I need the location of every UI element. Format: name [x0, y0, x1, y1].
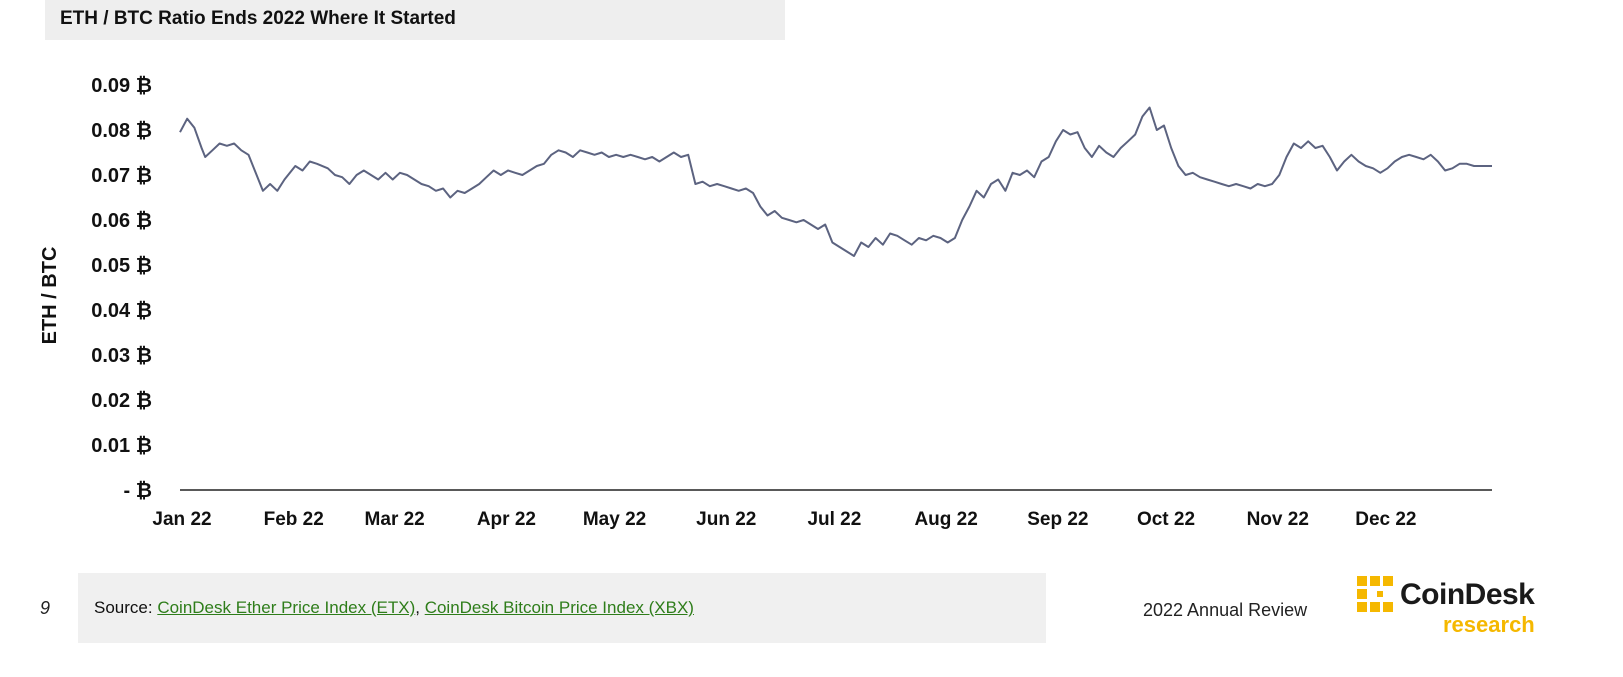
source-prefix: Source: [94, 598, 158, 617]
x-tick-label: Feb 22 [264, 509, 324, 530]
y-tick-label: 0.04 ₿ [91, 300, 152, 322]
y-tick-label: 0.09 ₿ [91, 75, 152, 97]
coindesk-logo-icon [1357, 576, 1393, 612]
source-link-xbx[interactable]: CoinDesk Bitcoin Price Index (XBX) [424, 598, 694, 617]
coindesk-logo: CoinDesk research [1355, 574, 1555, 638]
y-axis-title: ETH / BTC [39, 247, 61, 345]
chart-title: ETH / BTC Ratio Ends 2022 Where It Start… [60, 8, 456, 29]
y-tick-label: 0.06 ₿ [91, 210, 152, 232]
title-bar: ETH / BTC Ratio Ends 2022 Where It Start… [45, 0, 785, 40]
x-tick-label: Apr 22 [477, 509, 536, 530]
x-tick-label: Dec 22 [1355, 509, 1416, 530]
x-tick-label: Jul 22 [807, 509, 861, 530]
x-tick-label: Jun 22 [696, 509, 756, 530]
source-link-etx[interactable]: CoinDesk Ether Price Index (ETX) [157, 598, 416, 617]
y-tick-label: 0.07 ₿ [91, 165, 152, 187]
x-tick-label: May 22 [583, 509, 646, 530]
eth-btc-chart: ETH / BTC - ₿ 0.01 ₿ 0.02 ₿ 0.03 ₿ 0.04 ₿ 0.05… [39, 75, 1492, 530]
x-tick-label: Nov 22 [1247, 509, 1309, 530]
logo-wordmark: CoinDesk [1400, 578, 1535, 611]
x-tick-label: Sep 22 [1027, 509, 1088, 530]
y-tick-label: 0.01 ₿ [91, 435, 152, 457]
y-tick-label: 0.03 ₿ [91, 345, 152, 367]
x-tick-label: Oct 22 [1137, 509, 1195, 530]
page-number: 9 [40, 598, 51, 618]
logo-subtext: research [1443, 612, 1535, 637]
series-line [179, 106, 1492, 257]
y-tick-label: - ₿ [123, 480, 152, 502]
y-tick-label: 0.02 ₿ [91, 390, 152, 412]
y-tick-label: 0.05 ₿ [91, 255, 152, 277]
source-box: Source: CoinDesk Ether Price Index (ETX)… [78, 573, 1046, 643]
report-name: 2022 Annual Review [1143, 600, 1308, 620]
y-tick-label: 0.08 ₿ [91, 120, 152, 142]
x-tick-label: Mar 22 [365, 509, 425, 530]
x-tick-label: Aug 22 [914, 509, 977, 530]
source-text: Source: CoinDesk Ether Price Index (ETX)… [94, 598, 694, 618]
source-separator: , [415, 598, 425, 617]
x-tick-label: Jan 22 [152, 509, 211, 530]
